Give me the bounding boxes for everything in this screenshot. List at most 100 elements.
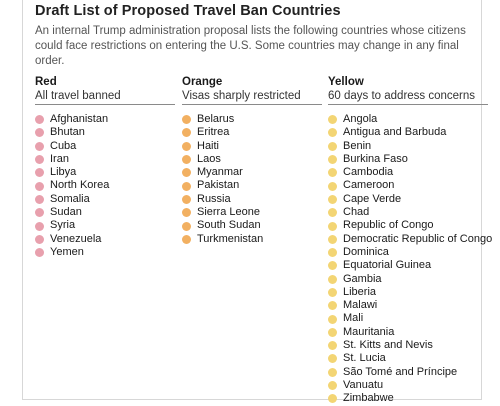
country-name: Laos [197, 152, 221, 165]
country-name: Iran [50, 152, 69, 165]
country-item: Bhutan [35, 126, 175, 139]
country-name: Angola [343, 113, 378, 125]
color-dot-icon [182, 168, 191, 178]
country-name: Malawi [343, 299, 378, 312]
country-item: Mauritania [328, 326, 488, 339]
color-dot-icon [328, 367, 337, 377]
country-item: Laos [182, 153, 322, 166]
country-name: Chad [343, 206, 370, 219]
color-dot-icon [328, 181, 337, 191]
country-item: Turkmenistan [182, 233, 322, 246]
color-dot-icon [35, 248, 44, 258]
country-name: Russia [197, 192, 231, 205]
country-item: St. Lucia [328, 352, 488, 365]
color-dot-icon [328, 274, 337, 284]
country-name: Sierra Leone [197, 206, 260, 219]
color-dot-icon [328, 341, 337, 351]
country-name: Equatorial Guinea [343, 259, 432, 272]
country-item: Dominica [328, 246, 488, 259]
country-name: Dominica [343, 245, 389, 258]
column-red: Red All travel banned Afghanistan Bhutan C… [35, 76, 175, 259]
country-item: South Sudan [182, 219, 322, 232]
country-item: Sudan [35, 206, 175, 219]
color-dot-icon [35, 208, 44, 218]
color-dot-icon [328, 128, 337, 138]
country-name: Haiti [197, 139, 220, 152]
country-item: Liberia [328, 286, 488, 299]
color-dot-icon [35, 221, 44, 231]
color-dot-icon [35, 155, 44, 165]
country-item: Eritrea [182, 126, 322, 139]
country-name: North Korea [50, 179, 110, 192]
country-item: Cape Verde [328, 193, 488, 206]
country-item: Russia [182, 193, 322, 206]
column-description: All travel banned [35, 89, 175, 105]
country-name: Somalia [50, 192, 90, 205]
country-name: Mauritania [343, 325, 395, 338]
country-name: St. Lucia [343, 352, 386, 365]
country-name: Burkina Faso [343, 152, 408, 165]
color-dot-icon [182, 208, 191, 218]
country-item: Afghanistan [35, 113, 175, 126]
country-item: Malawi [328, 299, 488, 312]
color-dot-icon [328, 394, 337, 404]
color-dot-icon [328, 194, 337, 204]
column-heading: Yellow [328, 76, 364, 88]
country-name: Republic of Congo [343, 219, 434, 232]
color-dot-icon [328, 288, 337, 297]
color-dot-icon [328, 381, 337, 391]
color-dot-icon [35, 128, 44, 138]
color-dot-icon [328, 354, 337, 364]
country-item: Angola [328, 113, 488, 126]
country-item: Vanuatu [328, 379, 488, 392]
color-dot-icon [328, 248, 337, 258]
country-item: São Tomé and Príncipe [328, 366, 488, 379]
country-list: Angola Antigua and Barbuda Benin Burkina Fa… [328, 113, 492, 406]
country-item: Cameroon [328, 179, 488, 192]
country-item: Somalia [35, 193, 175, 206]
country-name: Benin [343, 139, 372, 152]
country-item: Yemen [35, 246, 175, 259]
column-description: Visas sharply restricted [182, 89, 322, 105]
color-dot-icon [328, 261, 337, 271]
country-name: St. Kitts and Nevis [343, 339, 433, 352]
country-name: Venezuela [50, 232, 102, 245]
color-dot-icon [182, 194, 191, 204]
country-item: St. Kitts and Nevis [328, 339, 488, 352]
color-dot-icon [35, 234, 44, 244]
color-dot-icon [328, 221, 337, 231]
color-dot-icon [182, 181, 191, 191]
country-item: Sierra Leone [182, 206, 322, 219]
country-item: Belarus [182, 113, 322, 126]
color-dot-icon [35, 168, 44, 178]
color-dot-icon [182, 128, 191, 138]
country-name: Afghanistan [50, 113, 109, 125]
column-heading: Red [35, 76, 57, 88]
country-name: Cambodia [343, 166, 394, 179]
country-name: Sudan [50, 206, 82, 219]
column-description: 60 days to address concerns [328, 89, 488, 105]
country-name: Turkmenistan [197, 232, 264, 245]
color-dot-icon [328, 115, 337, 125]
country-item: Iran [35, 153, 175, 166]
color-dot-icon [182, 155, 191, 165]
color-dot-icon [182, 115, 191, 125]
column-orange: Orange Visas sharply restricted Belarus E… [182, 76, 322, 246]
country-name: Cape Verde [343, 192, 402, 205]
color-dot-icon [328, 208, 337, 218]
country-item: Chad [328, 206, 488, 219]
country-item: Pakistan [182, 179, 322, 192]
country-name: Cuba [50, 139, 77, 152]
country-name: Pakistan [197, 179, 240, 192]
country-name: South Sudan [197, 219, 261, 232]
page-subtitle: An internal Trump administration proposa… [35, 25, 466, 67]
country-item: Cuba [35, 140, 175, 153]
color-dot-icon [182, 221, 191, 231]
country-name: Bhutan [50, 126, 85, 139]
color-dot-icon [35, 194, 44, 204]
country-item: Syria [35, 219, 175, 232]
country-name: Belarus [197, 113, 235, 125]
country-item: North Korea [35, 179, 175, 192]
color-dot-icon [182, 234, 191, 244]
country-item: Antigua and Barbuda [328, 126, 488, 139]
